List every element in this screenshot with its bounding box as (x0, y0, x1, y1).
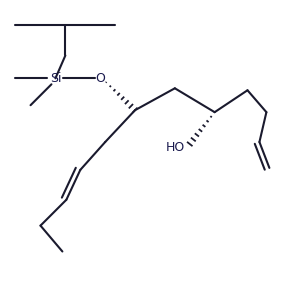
Text: Si: Si (50, 72, 61, 85)
Text: O: O (95, 72, 105, 85)
Text: HO: HO (166, 141, 185, 154)
